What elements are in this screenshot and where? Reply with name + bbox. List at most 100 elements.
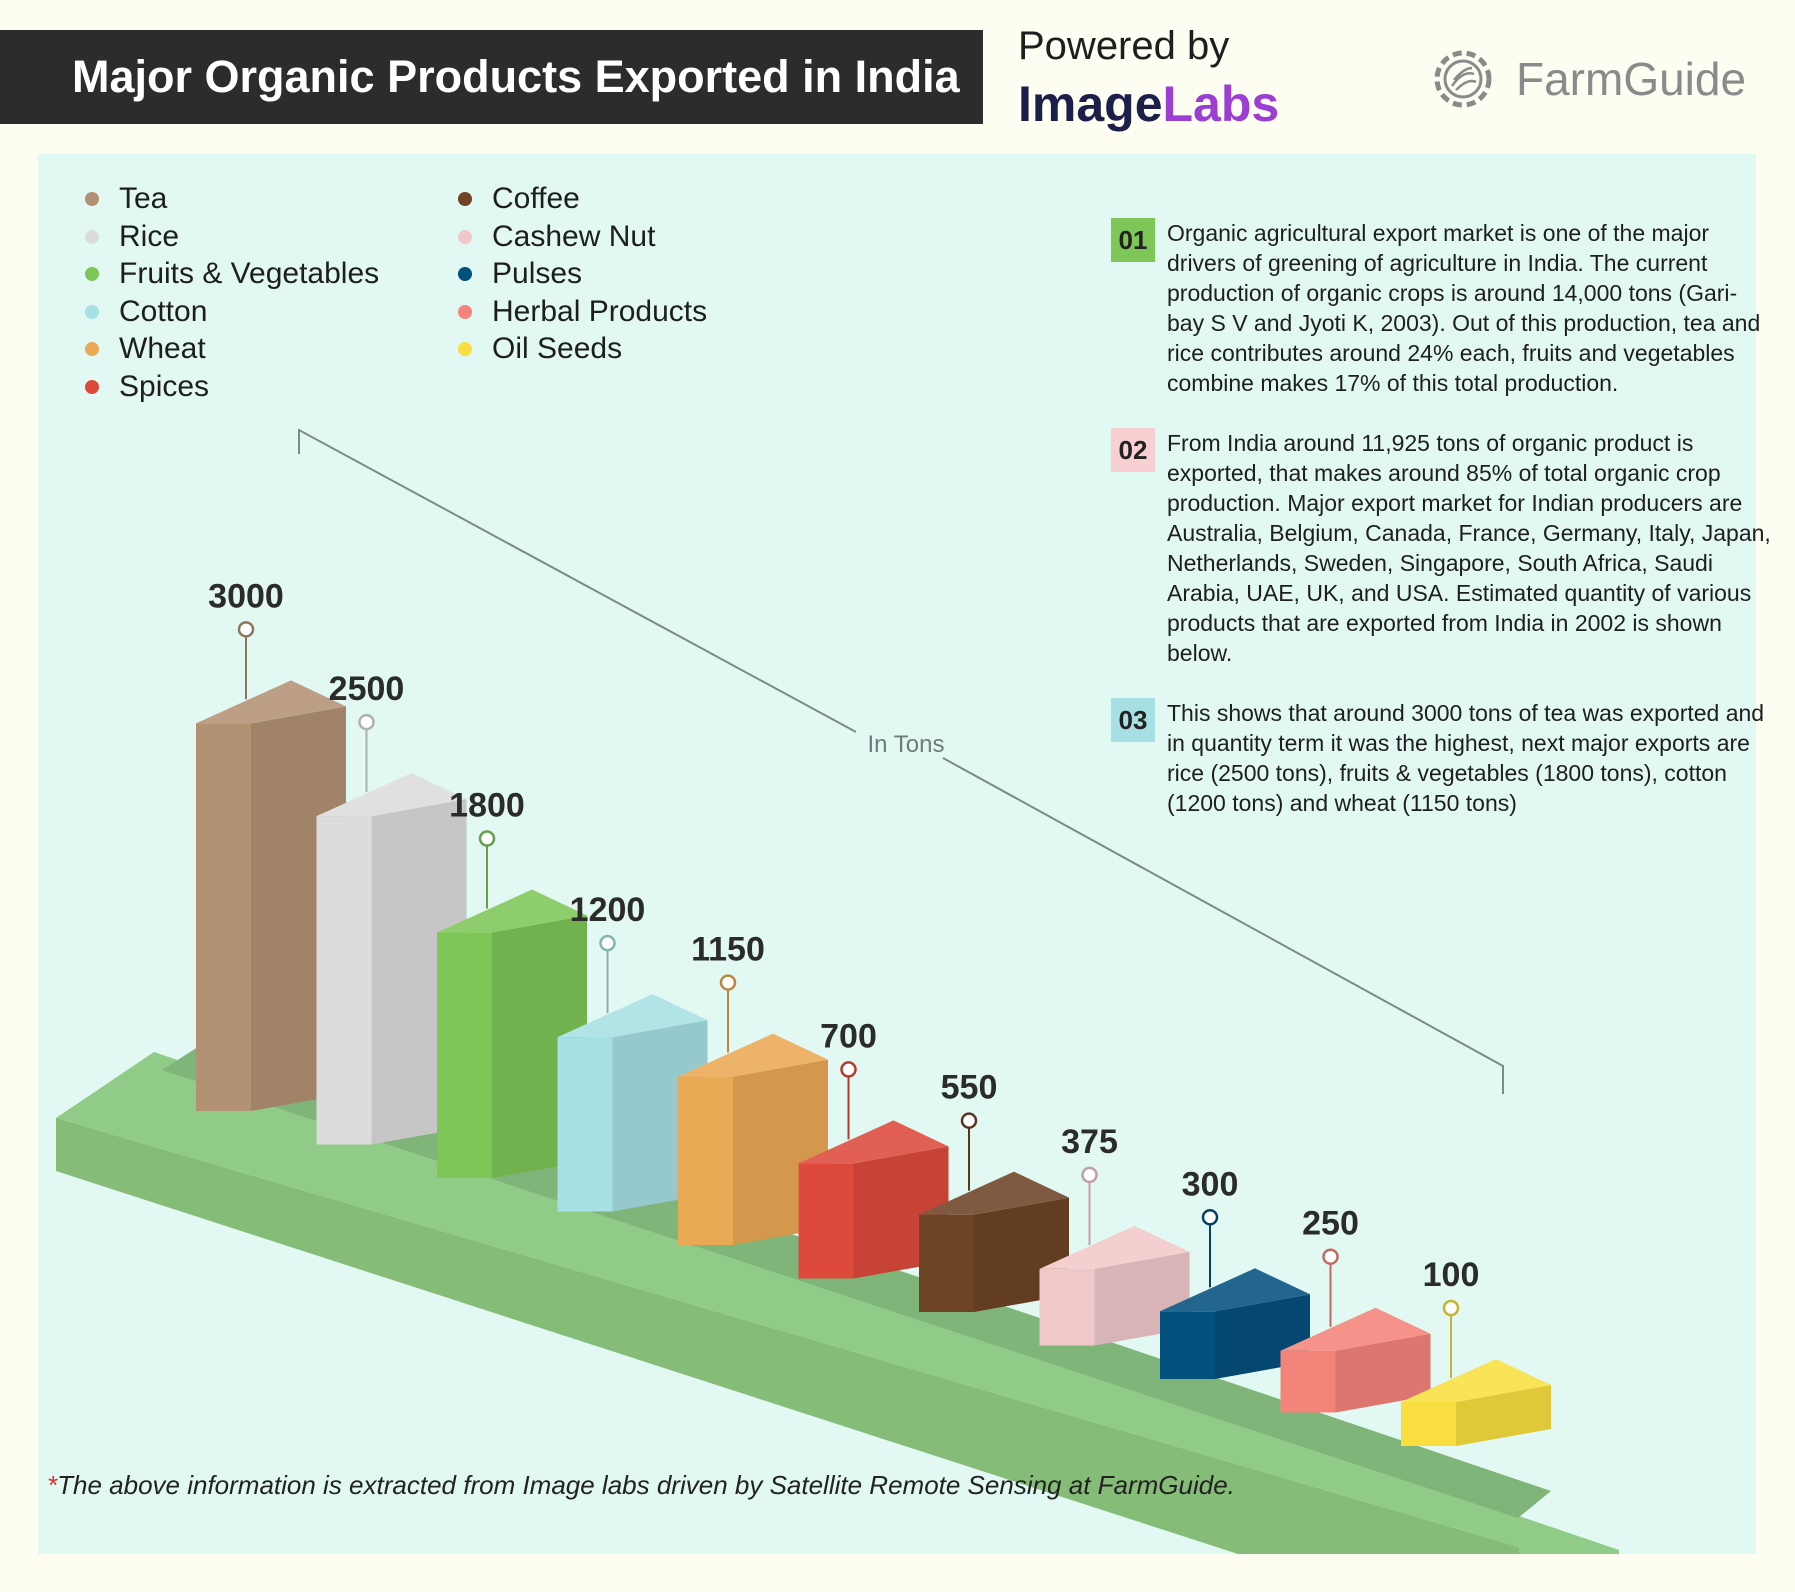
value-marker-dot bbox=[358, 713, 375, 731]
bar bbox=[1280, 1350, 1336, 1413]
note-1: 01 Organic agricultural export market is… bbox=[1111, 218, 1773, 398]
bar bbox=[1401, 1402, 1456, 1446]
legend-dot bbox=[85, 267, 99, 281]
bar-top bbox=[919, 1171, 1069, 1215]
note-3: 03 This shows that around 3000 tons of t… bbox=[1111, 698, 1773, 818]
legend-dot bbox=[85, 379, 99, 394]
value-marker-dot bbox=[478, 830, 496, 847]
value-marker-dot bbox=[1442, 1299, 1460, 1317]
legend-label: Spices bbox=[119, 369, 210, 403]
legend-label: Herbal Products bbox=[492, 294, 708, 328]
brand-labs: Labs bbox=[1162, 76, 1280, 132]
bar bbox=[316, 816, 372, 1145]
legend-dot bbox=[85, 342, 99, 356]
legend-item: Wheat bbox=[85, 332, 206, 366]
legend-dot bbox=[458, 229, 472, 244]
bar-top bbox=[1160, 1268, 1310, 1312]
legend-item: Spices bbox=[85, 370, 209, 404]
trend-line-left bbox=[298, 428, 857, 733]
legend-label: Oil Seeds bbox=[492, 332, 623, 365]
legend-item: Rice bbox=[85, 220, 179, 254]
value-marker-dot bbox=[719, 974, 737, 991]
legend-dot bbox=[85, 304, 99, 319]
bar bbox=[557, 1037, 613, 1212]
value-marker-dot bbox=[1081, 1166, 1098, 1184]
legend-item: Oil Seeds bbox=[458, 332, 622, 366]
unit-label: In Tons bbox=[868, 731, 945, 758]
bar-top bbox=[798, 1120, 949, 1164]
bar-top bbox=[196, 680, 346, 724]
bar bbox=[798, 1163, 854, 1279]
data-label: 3000 bbox=[208, 577, 284, 615]
data-label: 375 bbox=[1061, 1123, 1118, 1161]
legend-item: Fruits & Vegetables bbox=[85, 257, 379, 291]
legend-label: Fruits & Vegetables bbox=[119, 257, 380, 290]
legend-label: Pulses bbox=[492, 257, 583, 290]
legend-item: Pulses bbox=[458, 257, 582, 291]
note-2: 02 From India around 11,925 tons of orga… bbox=[1111, 428, 1773, 668]
legend-dot bbox=[458, 192, 472, 206]
bar bbox=[196, 723, 251, 1111]
data-label: 1800 bbox=[449, 787, 525, 825]
content-panel: 3000 2500 1800 1200 1150 700 550 375 300 250 100 In… bbox=[38, 154, 1771, 1554]
legend-item: Cashew Nut bbox=[458, 220, 655, 254]
legend-label: Wheat bbox=[119, 332, 206, 365]
bar-top bbox=[1401, 1359, 1551, 1402]
bar-top bbox=[437, 889, 587, 933]
data-label: 250 bbox=[1302, 1205, 1359, 1243]
farmguide-name: FarmGuide bbox=[1516, 53, 1747, 105]
value-marker-dot bbox=[237, 621, 255, 638]
brand-image: Image bbox=[1018, 76, 1163, 132]
gear-icon bbox=[1434, 50, 1492, 108]
bar-top bbox=[557, 994, 708, 1038]
data-label: 100 bbox=[1423, 1256, 1480, 1294]
powered-by-block: Powered by ImageLabs bbox=[1018, 24, 1279, 133]
bar-top bbox=[1039, 1225, 1190, 1269]
data-label: 550 bbox=[941, 1069, 998, 1107]
data-label: 700 bbox=[820, 1017, 877, 1055]
legend-dot bbox=[85, 229, 99, 244]
bar-top bbox=[1280, 1307, 1431, 1351]
bar-side bbox=[1335, 1333, 1431, 1413]
bar-top bbox=[316, 773, 467, 817]
legend-dot bbox=[85, 192, 99, 206]
legend-label: Rice bbox=[119, 219, 180, 253]
bar bbox=[437, 932, 492, 1178]
note-number: 01 bbox=[1111, 218, 1155, 262]
value-marker-dot bbox=[840, 1061, 857, 1078]
bar-chart: 3000 2500 1800 1200 1150 700 550 375 300 250 100 In… bbox=[56, 428, 1619, 1554]
legend-item: Herbal Products bbox=[458, 295, 707, 329]
platform-side bbox=[56, 1118, 1519, 1554]
value-marker-dot bbox=[1322, 1248, 1339, 1265]
footnote-star: * bbox=[47, 1470, 58, 1500]
powered-by-label: Powered by bbox=[1018, 24, 1230, 68]
farmguide-logo: FarmGuide bbox=[1424, 40, 1746, 118]
value-marker-dot bbox=[599, 934, 616, 952]
legend-item: Tea bbox=[85, 182, 167, 216]
footnote-text: The above information is extracted from … bbox=[57, 1470, 1235, 1500]
footnote: *The above information is extracted from… bbox=[47, 1468, 1235, 1502]
trend-line-right bbox=[942, 757, 1504, 1094]
legend-label: Coffee bbox=[492, 182, 580, 215]
legend-dot bbox=[458, 267, 472, 281]
value-marker-dot bbox=[1201, 1209, 1219, 1226]
legend-label: Tea bbox=[119, 182, 168, 215]
legend-dot bbox=[458, 304, 472, 319]
legend-item: Coffee bbox=[458, 182, 580, 216]
note-text: Organic agricultural export market is on… bbox=[1167, 220, 1761, 396]
value-marker-dot bbox=[960, 1112, 978, 1129]
note-number: 03 bbox=[1111, 698, 1155, 742]
data-label: 1200 bbox=[570, 891, 646, 929]
bar bbox=[1160, 1311, 1215, 1379]
data-label: 2500 bbox=[329, 670, 405, 708]
legend-dot bbox=[458, 342, 472, 356]
note-number: 02 bbox=[1111, 428, 1155, 472]
note-text: This shows that around 3000 tons of tea … bbox=[1167, 700, 1765, 816]
bar-side bbox=[1456, 1385, 1551, 1446]
data-label: 1150 bbox=[691, 931, 765, 969]
bar bbox=[919, 1214, 974, 1312]
imagelabs-logo: ImageLabs bbox=[1018, 75, 1279, 133]
bar bbox=[1039, 1268, 1095, 1346]
bar-top bbox=[678, 1033, 828, 1077]
page-title: Major Organic Products Exported in India bbox=[0, 30, 983, 124]
